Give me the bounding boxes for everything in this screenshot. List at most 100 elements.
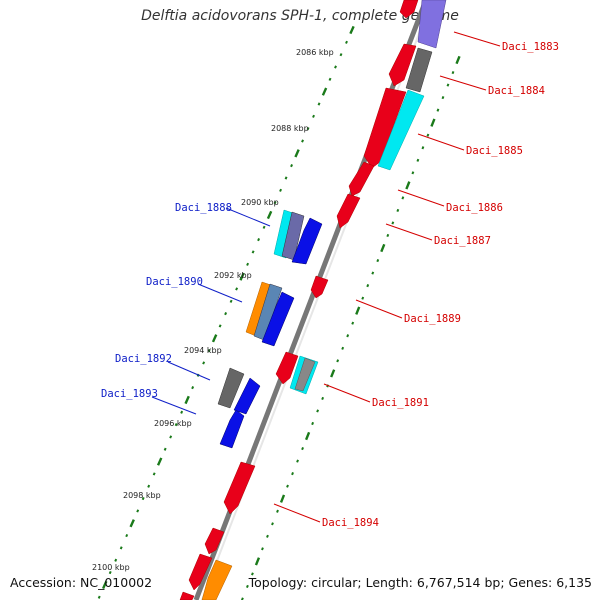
axis-tick xyxy=(304,431,311,441)
gene-orange[interactable] xyxy=(201,559,233,600)
axis-dot xyxy=(284,176,288,180)
tick-label: 2098 kbp xyxy=(123,491,161,500)
gene-daci-1891-gray[interactable] xyxy=(294,357,316,392)
gene-cyan[interactable] xyxy=(377,89,425,171)
axis-dot xyxy=(246,262,250,266)
reverse-gene-labels: Daci_1883 Daci_1884 Daci_1885 Daci_1886 … xyxy=(322,41,559,529)
axis-dot xyxy=(401,196,405,200)
tick-label: 2088 kbp xyxy=(271,124,309,133)
axis-dot xyxy=(180,410,184,414)
axis-dot xyxy=(346,334,350,338)
axis-tick xyxy=(184,395,190,405)
axis-dot xyxy=(386,233,390,238)
gene-daci-1887[interactable] xyxy=(336,193,361,229)
axis-dot xyxy=(311,421,315,426)
label-daci-1886[interactable]: Daci_1886 xyxy=(446,202,503,214)
axis-tick xyxy=(294,149,300,158)
label-daci-1883[interactable]: Daci_1883 xyxy=(502,41,559,53)
axis-dot xyxy=(391,221,395,225)
tick-label: 2094 kbp xyxy=(184,346,222,355)
axis-dot xyxy=(224,312,228,316)
axis-dot xyxy=(296,459,299,463)
label-leaders xyxy=(151,31,501,523)
axis-tick xyxy=(211,334,218,343)
gene-red-2[interactable] xyxy=(188,553,213,591)
axis-dot xyxy=(266,534,269,538)
forward-gene-labels: Daci_1888 Daci_1890 Daci_1892 Daci_1893 xyxy=(101,202,232,400)
axis-dot xyxy=(191,386,195,390)
axis-dot xyxy=(141,496,145,501)
label-daci-1893[interactable]: Daci_1893 xyxy=(101,388,158,400)
forward-strand-genes xyxy=(217,209,323,449)
gene-blue-lower[interactable] xyxy=(219,409,245,449)
axis-tick xyxy=(455,55,461,65)
map-title: Delftia acidovorans SPH-1, complete geno… xyxy=(141,8,459,24)
axis-dot xyxy=(97,595,101,599)
axis-dot xyxy=(306,127,310,131)
label-daci-1884[interactable]: Daci_1884 xyxy=(488,85,545,97)
axis-dot xyxy=(361,296,365,300)
axis-dot xyxy=(446,83,450,87)
axis-dot xyxy=(426,133,430,137)
label-daci-1889[interactable]: Daci_1889 xyxy=(404,313,461,325)
axis-tick xyxy=(279,494,286,503)
axis-dot xyxy=(376,258,380,263)
axis-dot xyxy=(451,70,455,75)
gene-red-1[interactable] xyxy=(223,461,256,515)
axis-dot xyxy=(169,435,173,439)
axis-dot xyxy=(396,208,400,212)
reverse-dotted-axis xyxy=(240,55,461,600)
axis-dot xyxy=(312,114,315,118)
tick-label: 2092 kbp xyxy=(214,271,252,280)
axis-tick xyxy=(330,369,336,378)
axis-dot xyxy=(334,65,337,69)
axis-dot xyxy=(336,359,340,363)
gene-daci-1885[interactable] xyxy=(363,87,407,169)
gene-daci-1891-red[interactable] xyxy=(275,351,299,385)
axis-dot xyxy=(136,509,140,513)
gene-lavender[interactable] xyxy=(417,0,447,49)
gene-red-3[interactable] xyxy=(179,591,195,600)
axis-tick xyxy=(102,580,108,590)
gene-daci-1889[interactable] xyxy=(310,275,329,299)
axis-dot xyxy=(351,321,355,325)
accession-text: Accession: NC_010002 xyxy=(10,575,153,590)
axis-tick xyxy=(156,457,163,466)
axis-dot xyxy=(286,484,289,488)
axis-dot xyxy=(271,522,274,526)
axis-dot xyxy=(273,201,277,205)
label-daci-1890[interactable]: Daci_1890 xyxy=(146,276,203,288)
axis-dot xyxy=(317,102,321,106)
axis-dot xyxy=(345,40,348,44)
gene-daci-1890-arrow[interactable] xyxy=(261,291,295,347)
tick-label: 2096 kbp xyxy=(154,419,192,428)
axis-dot xyxy=(291,472,294,476)
axis-dot xyxy=(147,484,151,488)
gene-daci-1892[interactable] xyxy=(217,367,245,409)
axis-dot xyxy=(321,396,325,401)
label-daci-1891[interactable]: Daci_1891 xyxy=(372,397,429,409)
axis-dot xyxy=(279,188,283,192)
gene-gray[interactable] xyxy=(405,47,433,93)
label-daci-1887[interactable]: Daci_1887 xyxy=(434,235,491,247)
gene-daci-1884[interactable] xyxy=(388,43,417,87)
axis-dot xyxy=(235,287,239,291)
label-daci-1892[interactable]: Daci_1892 xyxy=(115,353,172,365)
axis-tick xyxy=(129,519,135,528)
label-daci-1885[interactable]: Daci_1885 xyxy=(466,145,523,157)
axis-dot xyxy=(316,409,320,413)
forward-dotted-axis xyxy=(97,25,355,599)
axis-dot xyxy=(251,250,255,254)
axis-tick xyxy=(355,306,361,315)
gene-daci-1888-arrow[interactable] xyxy=(291,217,323,265)
gene-daci-1886[interactable] xyxy=(348,161,375,197)
gene-daci-1883[interactable] xyxy=(399,0,419,19)
gene-daci-1893-arrow[interactable] xyxy=(233,377,261,415)
label-daci-1888[interactable]: Daci_1888 xyxy=(175,202,232,214)
axis-tick xyxy=(239,272,245,281)
label-daci-1894[interactable]: Daci_1894 xyxy=(322,517,379,529)
axis-dot xyxy=(261,547,264,551)
axis-dot xyxy=(119,546,123,550)
gene-daci-1894[interactable] xyxy=(204,527,225,555)
